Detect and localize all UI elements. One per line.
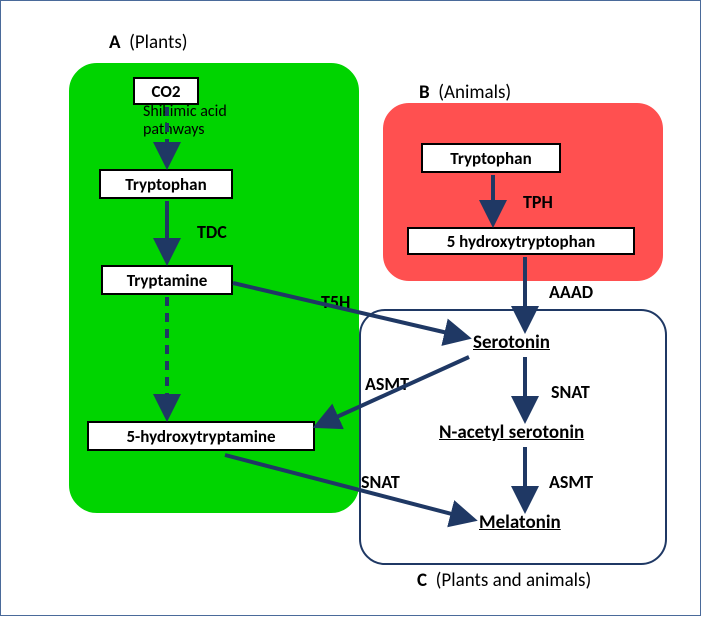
label-tdc: TDC [197, 221, 227, 243]
node-tryptamine: Tryptamine [101, 265, 233, 295]
diagram-frame: A (Plants) B (Animals) C (Plants and ani… [0, 0, 701, 616]
label-asmt-serotonin: ASMT [365, 373, 409, 395]
node-serotonin: Serotonin [473, 331, 550, 354]
animals-header-letter: B [419, 81, 430, 104]
label-shikimic: Shikimic acid pathways [143, 103, 227, 138]
plants-header-text: (Plants) [129, 31, 187, 54]
shared-header-letter: C [417, 569, 427, 592]
animals-header: B (Animals) [419, 81, 511, 104]
node-melatonin: Melatonin [479, 511, 561, 534]
label-aaad: AAAD [549, 281, 593, 303]
node-tryptophan-plants: Tryptophan [99, 169, 233, 199]
node-5-hydroxytryptophan: 5 hydroxytryptophan [407, 227, 635, 255]
node-co2: CO2 [133, 77, 199, 105]
node-n-acetyl-serotonin: N-acetyl serotonin [439, 421, 584, 444]
node-5-hydroxytryptamine: 5-hydroxytryptamine [87, 421, 315, 451]
label-snat-serotonin: SNAT [551, 381, 590, 403]
plants-header-letter: A [109, 31, 121, 54]
label-snat-melatonin: SNAT [361, 471, 400, 493]
label-t5h: T5H [321, 291, 350, 313]
shared-header: C (Plants and animals) [417, 569, 591, 592]
animals-header-text: (Animals) [438, 81, 511, 104]
shared-header-text: (Plants and animals) [436, 569, 592, 592]
plants-header: A (Plants) [109, 31, 188, 54]
label-tph: TPH [523, 191, 553, 213]
node-tryptophan-animals: Tryptophan [421, 143, 561, 173]
label-asmt-melatonin: ASMT [549, 471, 593, 493]
